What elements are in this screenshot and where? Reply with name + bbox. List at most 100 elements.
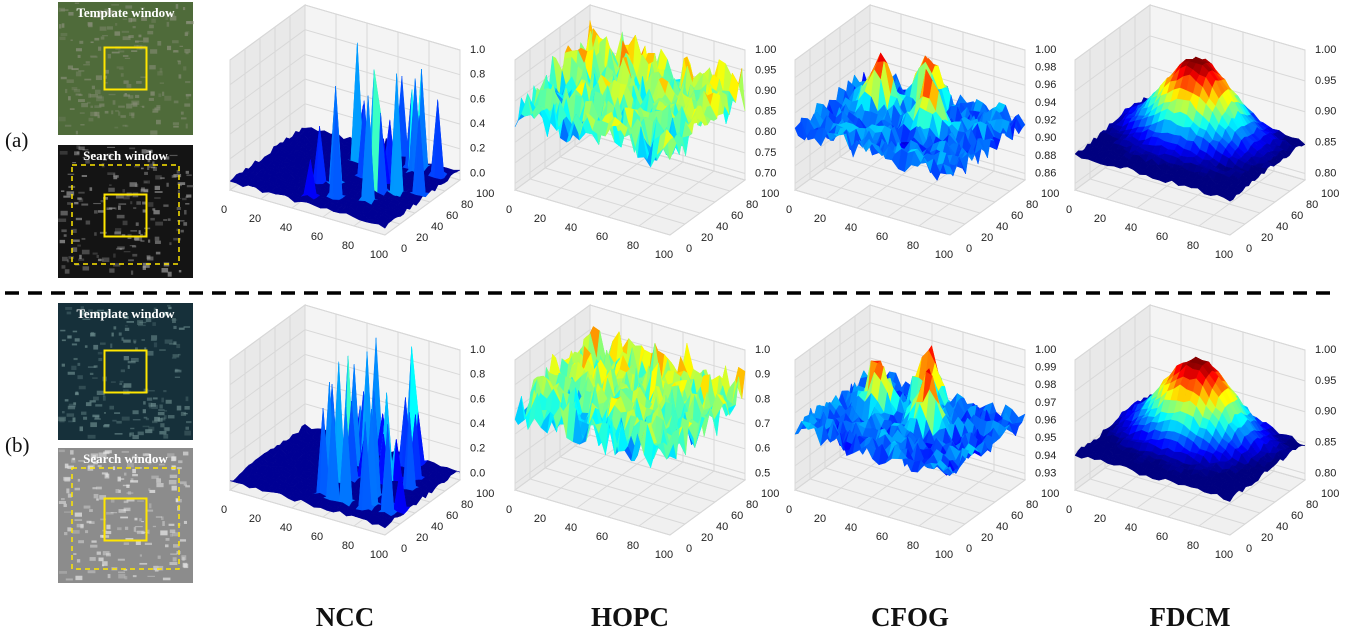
texture <box>82 250 90 255</box>
texture <box>162 521 165 526</box>
texture <box>141 168 144 170</box>
z-tick-label: 0.88 <box>1035 150 1056 162</box>
texture <box>137 500 144 501</box>
texture <box>77 559 80 562</box>
y-tick-label: 0 <box>966 243 972 255</box>
texture <box>72 343 77 345</box>
texture <box>102 565 104 567</box>
y-tick-label: 80 <box>1026 199 1038 211</box>
texture <box>132 254 137 257</box>
texture <box>186 94 191 96</box>
texture <box>68 406 75 410</box>
texture <box>84 506 91 509</box>
texture <box>148 240 150 243</box>
texture <box>134 166 140 167</box>
texture <box>187 185 194 187</box>
texture <box>111 381 116 382</box>
z-tick-label: 0.95 <box>1035 432 1056 444</box>
texture <box>95 404 102 406</box>
texture <box>155 186 160 190</box>
texture <box>86 61 90 64</box>
x-tick-label: 100 <box>655 549 673 561</box>
texture <box>90 112 97 116</box>
texture <box>147 398 152 401</box>
texture <box>68 494 72 498</box>
z-tick-label: 1.00 <box>755 44 776 56</box>
texture <box>65 269 70 273</box>
texture <box>135 40 139 42</box>
texture <box>186 421 191 423</box>
texture <box>65 307 72 310</box>
texture <box>104 412 106 414</box>
texture <box>139 563 147 565</box>
texture <box>176 4 178 9</box>
texture <box>80 124 84 126</box>
texture <box>180 481 187 484</box>
x-tick-label: 20 <box>534 513 546 525</box>
texture <box>177 207 181 210</box>
texture <box>68 372 75 375</box>
texture <box>167 22 169 27</box>
texture <box>76 48 82 51</box>
x-tick-label: 100 <box>1215 249 1233 261</box>
y-tick-label: 0 <box>966 543 972 555</box>
texture <box>118 574 125 579</box>
texture <box>109 94 116 95</box>
texture <box>123 80 128 83</box>
texture <box>175 369 180 371</box>
texture <box>158 556 161 559</box>
texture <box>134 518 137 521</box>
texture <box>164 427 170 431</box>
texture <box>136 81 142 84</box>
y-tick-label: 40 <box>431 521 443 533</box>
texture <box>177 406 181 411</box>
texture <box>166 400 172 404</box>
x-tick-label: 20 <box>814 513 826 525</box>
texture <box>58 219 66 222</box>
texture <box>149 65 156 69</box>
texture <box>147 351 153 356</box>
texture <box>156 252 161 255</box>
texture <box>143 401 146 404</box>
texture <box>114 127 118 129</box>
z-tick-label: 1.00 <box>1035 344 1056 356</box>
z-tick-label: 0.6 <box>470 393 485 405</box>
x-tick-label: 20 <box>1094 213 1106 225</box>
texture <box>185 81 190 83</box>
texture <box>144 172 148 175</box>
texture <box>148 403 152 407</box>
texture <box>168 415 175 418</box>
texture <box>79 386 86 390</box>
texture <box>83 64 90 65</box>
texture <box>83 417 87 420</box>
texture <box>148 390 155 391</box>
thumbnail-label: Search window <box>83 451 168 466</box>
y-tick-label: 40 <box>431 221 443 233</box>
column-label: NCC <box>316 602 375 632</box>
texture <box>136 531 143 532</box>
texture <box>156 478 161 483</box>
texture <box>143 409 146 413</box>
texture <box>134 527 136 532</box>
texture <box>115 433 123 435</box>
texture <box>186 124 188 129</box>
x-tick-label: 60 <box>876 231 888 243</box>
texture <box>133 26 136 28</box>
texture <box>124 473 126 476</box>
texture <box>90 106 93 108</box>
texture <box>116 489 119 493</box>
texture <box>126 84 131 88</box>
texture <box>96 75 102 80</box>
texture <box>73 553 76 554</box>
x-tick-label: 80 <box>907 540 919 552</box>
texture <box>123 36 131 40</box>
texture <box>120 517 128 519</box>
texture <box>64 234 67 237</box>
texture <box>92 86 95 90</box>
x-tick-label: 60 <box>311 231 323 243</box>
y-tick-label: 80 <box>461 199 473 211</box>
texture <box>71 68 78 70</box>
x-tick-label: 100 <box>935 249 953 261</box>
y-tick-label: 40 <box>996 521 1008 533</box>
texture <box>118 203 126 205</box>
